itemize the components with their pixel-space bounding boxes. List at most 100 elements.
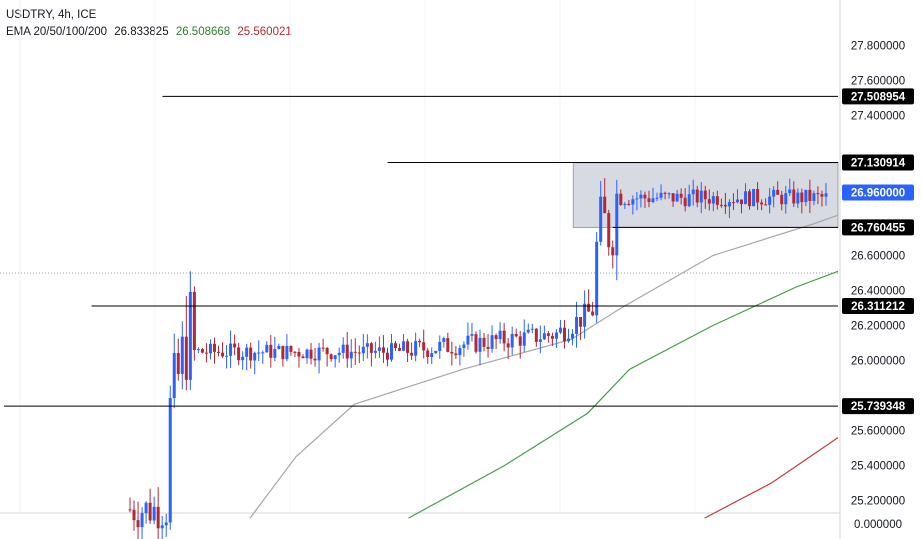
candle-body [418,341,422,343]
candle-body [695,189,699,203]
candle-body [450,351,454,354]
candle-body [711,196,715,204]
candle-body [434,350,438,354]
candle-body [691,189,695,195]
candle-body [772,189,776,197]
candle-body [719,204,723,206]
candle-body [800,192,804,203]
ema100-line [704,437,839,519]
candle-body [643,194,647,199]
candle-body [567,338,571,342]
level-label: 27.130914 [851,158,906,170]
candle-body [647,198,651,202]
candle-body [530,328,534,330]
candle-body [394,343,398,349]
candle-body [550,335,554,339]
candle-body [784,193,788,205]
candle-body [558,327,562,333]
candle-body [458,348,462,356]
candle-body [675,193,679,202]
candle-body [365,343,369,347]
candle-body [257,352,261,354]
candle-body [144,502,148,514]
candle-body [494,335,498,340]
y-tick-label: 25.400000 [851,461,905,473]
candle-body [522,332,526,346]
candle-body [554,332,558,339]
candle-body [369,343,373,353]
candle-body [603,196,607,214]
candle-body [707,199,711,204]
candle-body [156,506,160,529]
level-label-bg [842,154,914,171]
candle-body [474,334,478,352]
candle-body [132,509,136,521]
candle-body [780,194,784,205]
candle-body [502,330,506,344]
candle-body [808,189,812,201]
candle-body [583,303,587,327]
candle-body [281,346,285,360]
candle-body [305,349,309,359]
candle-body [128,509,132,511]
candle-body [389,343,393,360]
candle-body [321,347,325,349]
candle-body [792,189,796,204]
y-tick-label: 27.400000 [851,110,905,122]
candle-body [462,344,466,349]
candle-body [237,347,241,361]
candle-body [373,350,377,353]
candle-body [824,193,828,197]
candle-body [361,346,365,354]
candle-body [490,335,494,349]
candle-body [510,333,514,348]
candle-body [200,349,204,353]
candle-body [253,352,257,361]
ema100-value: 25.560021 [237,26,292,38]
y-tick-label-bottom: 0.000000 [854,519,902,531]
candle-body [506,343,510,348]
candle-body [140,513,144,528]
candle-body [442,338,446,342]
candle-body [788,189,792,194]
candle-body [546,333,550,336]
candle-body [385,352,389,360]
candle-body [699,190,703,203]
candle-body [208,343,212,354]
candle-body [579,316,583,327]
candle-body [225,355,229,357]
candle-body [587,303,591,312]
candle-body [486,346,490,349]
candle-body [349,351,353,359]
ema-label: EMA 20/50/100/200 [6,26,108,38]
candle-body [804,189,808,203]
y-tick-label: 26.400000 [851,286,905,298]
candle-body [703,190,707,200]
candle-body [229,343,233,356]
candle-body [667,193,671,195]
candle-body [406,341,410,353]
candle-body [333,355,337,360]
ema50-line [408,270,839,519]
level-label: 26.311212 [851,301,905,313]
candle-body [744,191,748,205]
candle-body [639,194,643,199]
candle-body [756,188,760,203]
candle-body [768,196,772,205]
candle-body [381,347,385,353]
candle-body [562,327,566,342]
candle-body [249,347,253,361]
candle-body [398,348,402,351]
candle-body [820,194,824,197]
candle-body [615,193,619,256]
candle-body [611,247,615,256]
candle-body [164,522,168,526]
candle-body [204,352,208,354]
candle-body [651,198,655,202]
candle-body [776,189,780,195]
candle-body [265,344,269,353]
candle-body [289,346,293,352]
candle-body [623,203,627,205]
level-label: 27.508954 [851,91,906,103]
